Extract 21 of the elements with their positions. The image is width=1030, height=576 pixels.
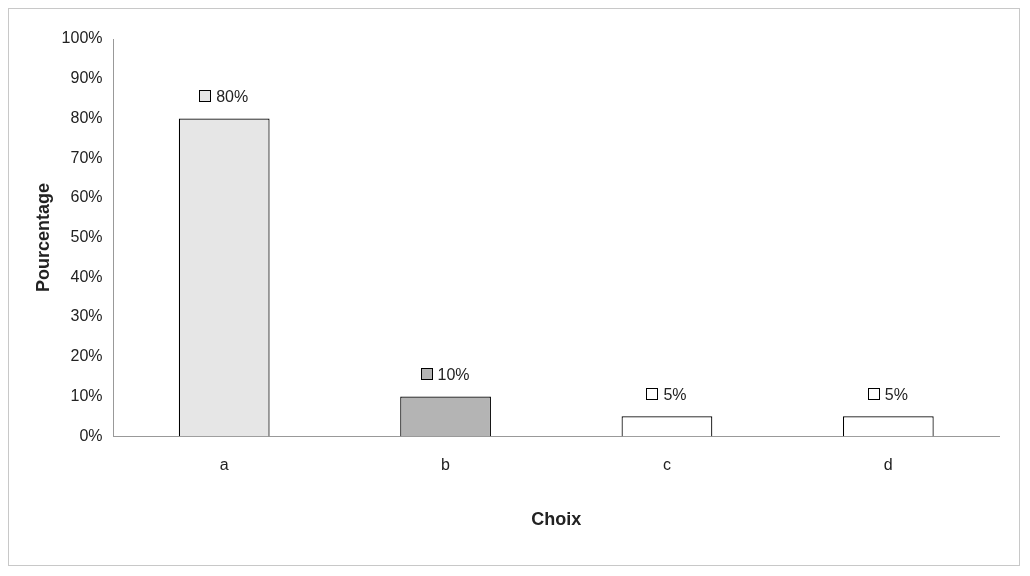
y-tick-label: 90% <box>70 69 103 87</box>
y-tick-label: 60% <box>70 188 103 206</box>
data-label: 80% <box>216 87 249 105</box>
y-tick-label: 0% <box>79 426 103 444</box>
data-label: 5% <box>884 385 908 403</box>
y-axis-title: Pourcentage <box>32 183 53 293</box>
data-label: 5% <box>663 385 687 403</box>
y-tick-label: 40% <box>70 267 103 285</box>
y-tick-label: 100% <box>61 29 103 47</box>
y-tick-label: 80% <box>70 108 103 126</box>
y-tick-label: 20% <box>70 347 103 365</box>
x-tick-label: c <box>662 456 671 474</box>
x-tick-label: d <box>883 456 893 474</box>
x-axis-title: Choix <box>531 509 582 530</box>
x-tick-label: b <box>441 456 451 474</box>
data-label: 10% <box>437 365 470 383</box>
y-tick-label: 50% <box>70 228 103 246</box>
x-tick-label: a <box>219 456 229 474</box>
y-tick-label: 10% <box>70 386 103 404</box>
y-tick-label: 70% <box>70 148 103 166</box>
y-tick-label: 30% <box>70 307 103 325</box>
